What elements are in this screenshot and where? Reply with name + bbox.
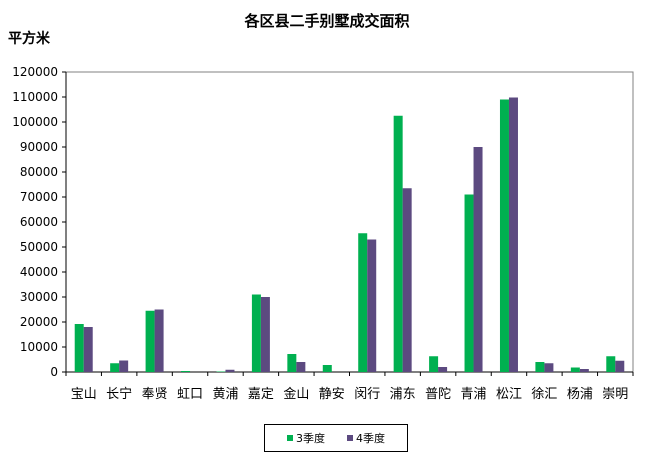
bar-q4 — [473, 147, 483, 372]
legend-item-q4: 4季度 — [347, 430, 385, 446]
legend-swatch-q4 — [347, 435, 353, 441]
y-tick-label: 80000 — [20, 165, 58, 179]
x-tick-label: 青浦 — [461, 387, 487, 402]
bar-q4 — [438, 367, 448, 372]
bar-q3 — [393, 115, 403, 372]
x-tick-label: 崇明 — [602, 387, 628, 402]
bar-q3 — [181, 371, 191, 372]
bar-q3 — [322, 365, 332, 372]
bar-q3 — [535, 362, 545, 372]
x-tick-label: 松江 — [496, 387, 522, 402]
bar-q4 — [225, 369, 235, 372]
bar-q4 — [119, 360, 129, 372]
bar-q4 — [367, 239, 377, 372]
x-tick-label: 长宁 — [106, 386, 132, 402]
x-tick-label: 徐汇 — [531, 387, 557, 402]
x-tick-label: 闵行 — [354, 387, 380, 402]
bar-q4 — [615, 360, 625, 372]
bar-q3 — [570, 367, 580, 372]
x-tick-label: 杨浦 — [567, 387, 593, 402]
legend-label-q3: 3季度 — [296, 432, 325, 445]
chart-legend: 3季度 4季度 — [264, 424, 408, 452]
y-tick-label: 120000 — [12, 65, 58, 79]
y-tick-label: 110000 — [12, 90, 58, 104]
bar-q3 — [251, 294, 261, 372]
y-tick-label: 100000 — [12, 115, 58, 129]
y-tick-label: 70000 — [20, 190, 58, 204]
bar-q3 — [216, 371, 226, 372]
bar-q4 — [579, 369, 589, 372]
y-tick-label: 50000 — [20, 240, 58, 254]
y-tick-label: 60000 — [20, 215, 58, 229]
chart-title: 各区县二手别墅成交面积 — [244, 12, 410, 30]
bar-q3 — [74, 324, 84, 372]
bar-q4 — [260, 297, 270, 372]
bar-q4 — [154, 309, 164, 372]
x-tick-label: 金山 — [283, 386, 309, 402]
bar-q3 — [499, 99, 509, 372]
bar-q3 — [606, 356, 616, 372]
y-tick-label: 0 — [50, 365, 58, 379]
y-tick-label: 90000 — [20, 140, 58, 154]
bar-q4 — [544, 363, 554, 372]
y-tick-label: 40000 — [20, 265, 58, 279]
x-tick-label: 浦东 — [390, 387, 416, 402]
legend-item-q3: 3季度 — [287, 430, 325, 446]
bar-q3 — [464, 194, 474, 372]
bar-q3 — [429, 356, 439, 372]
bar-q3 — [358, 233, 368, 372]
bar-q3 — [287, 354, 297, 372]
x-tick-label: 宝山 — [71, 387, 97, 402]
bar-q3 — [110, 363, 120, 372]
x-tick-label: 静安 — [319, 387, 345, 402]
x-tick-label: 黄浦 — [212, 387, 238, 402]
x-tick-label: 普陀 — [425, 386, 451, 402]
y-tick-label: 30000 — [20, 290, 58, 304]
x-tick-label: 奉贤 — [142, 387, 168, 402]
y-tick-label: 20000 — [20, 315, 58, 329]
y-axis-unit-label: 平方米 — [8, 31, 50, 47]
bar-q4 — [296, 362, 306, 372]
x-tick-label: 嘉定 — [248, 387, 274, 402]
bar-q4 — [508, 97, 518, 372]
bar-q4 — [83, 327, 93, 372]
y-tick-label: 10000 — [20, 340, 58, 354]
bar-q3 — [145, 310, 155, 372]
legend-label-q4: 4季度 — [356, 432, 385, 445]
x-tick-label: 虹口 — [177, 387, 203, 402]
legend-swatch-q3 — [287, 435, 293, 441]
bar-q4 — [402, 188, 412, 372]
